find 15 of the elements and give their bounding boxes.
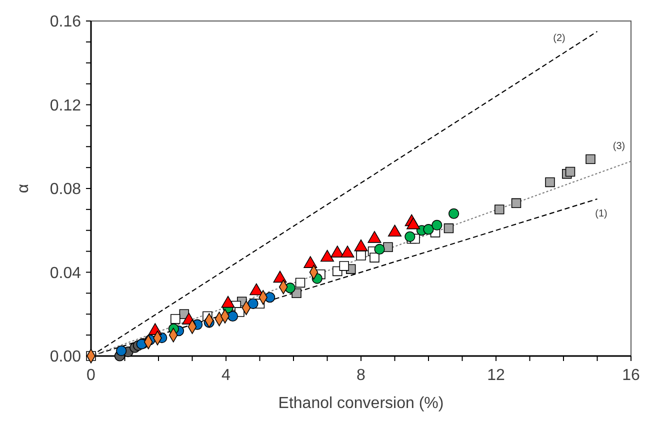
y-axis-title: α — [15, 184, 32, 194]
y-tick-label: 0.12 — [50, 97, 82, 114]
annotation: (1) — [595, 208, 608, 220]
annotation: (2) — [553, 32, 566, 44]
y-tick-label: 0.08 — [50, 181, 82, 198]
x-tick-label: 0 — [86, 367, 96, 384]
annotation: (3) — [612, 140, 626, 152]
x-axis-title: Ethanol conversion (%) — [278, 395, 444, 412]
x-tick-label: 8 — [356, 367, 366, 384]
y-tick-label: 0.00 — [50, 348, 82, 366]
x-tick-label: 12 — [487, 367, 505, 384]
x-tick-label: 16 — [622, 367, 640, 384]
x-tick-label: 4 — [222, 367, 231, 384]
y-tick-label: 0.16 — [50, 14, 82, 31]
y-tick-label: 0.04 — [50, 264, 82, 282]
